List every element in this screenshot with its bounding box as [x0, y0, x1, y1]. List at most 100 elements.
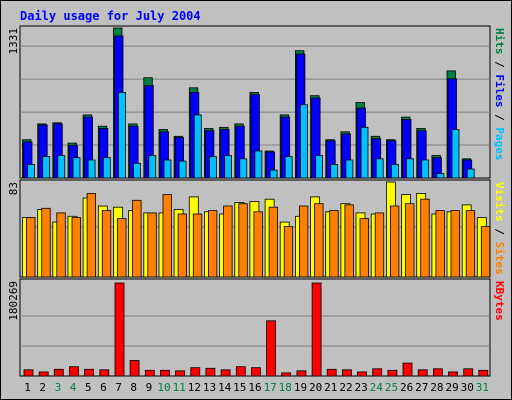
bar-kbytes-day-15	[235, 366, 246, 377]
bar-sites-day-1	[26, 217, 36, 278]
bar-kbytes-day-14	[220, 369, 231, 377]
bar-sites-day-23	[359, 218, 369, 278]
legend-part: Pages	[493, 127, 506, 160]
bar-kbytes-day-16	[250, 367, 261, 377]
day-label: 31	[476, 381, 489, 394]
y-max-label: 180269	[7, 281, 20, 321]
bar-pages-day-17	[269, 169, 278, 179]
day-label: 11	[173, 381, 186, 394]
day-label: 19	[294, 381, 307, 394]
day-label: 5	[85, 381, 92, 394]
legend-part: KBytes	[493, 281, 506, 321]
day-label: 28	[430, 381, 443, 394]
legend-part: Sites	[493, 242, 506, 275]
bar-kbytes-day-22	[341, 369, 352, 377]
bar-kbytes-day-13	[205, 367, 216, 377]
bar-sites-day-12	[192, 213, 203, 278]
day-label: 1	[24, 381, 31, 394]
bar-sites-day-15	[238, 203, 248, 278]
bar-pages-day-14	[224, 155, 233, 179]
bar-kbytes-day-30	[463, 368, 474, 377]
day-label: 18	[279, 381, 292, 394]
y-max-label: 1331	[7, 28, 20, 55]
bar-kbytes-day-20	[311, 282, 322, 377]
day-label: 9	[146, 381, 153, 394]
bar-pages-day-26	[406, 158, 414, 179]
legend-part: Files	[493, 74, 506, 107]
bar-kbytes-day-4	[69, 366, 79, 377]
bar-sites-day-24	[374, 212, 385, 278]
bar-sites-day-5	[86, 192, 96, 278]
bar-sites-day-6	[101, 210, 112, 278]
series-legend: KBytes	[493, 281, 506, 321]
bar-pages-day-19	[299, 104, 308, 179]
bar-kbytes-day-9	[144, 369, 155, 377]
day-label: 4	[70, 381, 77, 394]
bar-pages-day-10	[163, 159, 172, 179]
bar-kbytes-day-2	[38, 371, 49, 377]
panel-middle: 83 Visits / Sites	[7, 179, 506, 278]
bar-kbytes-day-26	[402, 362, 413, 377]
bars-top	[22, 27, 475, 179]
bar-kbytes-day-1	[23, 369, 34, 377]
bar-sites-day-30	[465, 210, 476, 278]
day-label: 20	[309, 381, 322, 394]
bar-kbytes-day-29	[448, 371, 458, 377]
bar-pages-day-22	[345, 159, 354, 179]
day-label: 8	[130, 381, 137, 394]
bar-sites-day-29	[450, 210, 460, 278]
bar-pages-day-2	[42, 156, 51, 179]
legend-part: Hits	[493, 28, 506, 55]
bar-pages-day-13	[208, 156, 217, 179]
legend-part: /	[493, 55, 506, 75]
bar-kbytes-day-3	[53, 368, 64, 377]
bar-pages-day-1	[27, 164, 35, 179]
panel-top: 1331 Hits / Files / Pages	[7, 25, 506, 179]
bar-kbytes-day-19	[296, 370, 307, 377]
day-label: 16	[248, 381, 261, 394]
bar-sites-day-13	[207, 210, 218, 278]
bar-kbytes-day-18	[281, 372, 292, 377]
day-label: 3	[55, 381, 62, 394]
bar-sites-day-14	[223, 205, 233, 278]
bar-pages-day-12	[193, 114, 202, 179]
bar-kbytes-day-25	[387, 369, 398, 377]
legend-part: Visits	[493, 182, 506, 222]
panel-frame	[19, 278, 491, 377]
bar-sites-day-7	[117, 218, 127, 278]
chart-panels: 1331 Hits / Files / Pages 83 Visits / Sites…	[7, 25, 506, 377]
bar-pages-day-23	[360, 126, 369, 179]
bars-middle	[22, 181, 491, 278]
bar-kbytes-day-17	[266, 320, 277, 377]
bar-pages-day-9	[148, 155, 157, 179]
bar-pages-day-15	[239, 158, 248, 179]
bar-sites-day-21	[329, 210, 339, 278]
day-label: 29	[445, 381, 458, 394]
series-legend: Visits / Sites	[493, 182, 506, 275]
day-label: 26	[400, 381, 413, 394]
bar-sites-day-22	[344, 204, 354, 278]
bar-sites-day-25	[389, 205, 400, 278]
bar-kbytes-day-10	[160, 369, 170, 377]
day-label: 22	[339, 381, 352, 394]
bar-sites-day-28	[435, 210, 445, 278]
day-label: 17	[264, 381, 277, 394]
bar-kbytes-day-28	[432, 368, 443, 377]
bar-pages-day-29	[451, 129, 460, 179]
bar-pages-day-30	[466, 168, 475, 179]
y-max-label: 83	[7, 182, 20, 195]
bar-kbytes-day-5	[84, 368, 94, 377]
bar-kbytes-day-11	[175, 370, 186, 377]
bar-kbytes-day-23	[357, 371, 367, 377]
bar-sites-day-11	[177, 213, 188, 278]
bar-pages-day-24	[375, 158, 384, 179]
day-label: 12	[188, 381, 201, 394]
day-label: 2	[39, 381, 46, 394]
bar-kbytes-day-7	[114, 282, 125, 377]
day-label: 21	[324, 381, 337, 394]
bar-kbytes-day-31	[478, 369, 489, 377]
day-label: 30	[461, 381, 474, 394]
bar-kbytes-day-24	[372, 368, 383, 377]
day-label: 27	[415, 381, 428, 394]
